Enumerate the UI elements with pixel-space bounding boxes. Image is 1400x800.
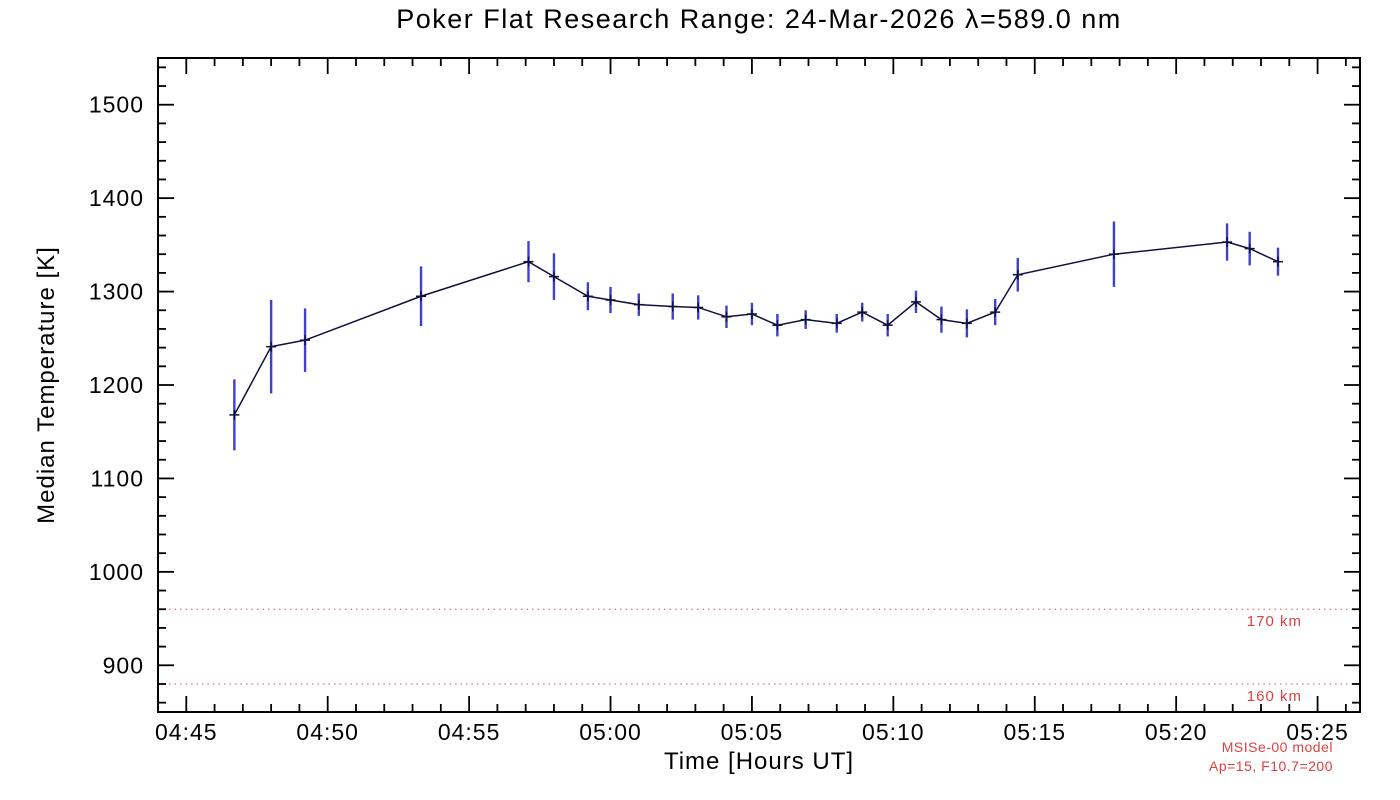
x-tick-label: 04:45 (155, 719, 218, 745)
y-axis-ticks (159, 66, 1359, 704)
x-axis-label: Time [Hours UT] (663, 748, 855, 775)
reference-line-label: 170 km (1247, 613, 1302, 630)
y-tick-label: 1000 (89, 559, 144, 585)
x-axis-tick-labels: 04:45 04:50 04:55 05:00 05:05 05:10 05:15 05:20… (155, 719, 1349, 745)
y-tick-label: 1400 (89, 185, 144, 211)
reference-line-label: 160 km (1247, 688, 1302, 705)
y-axis-tick-labels: 900 1000 1100 1200 1300 1400 1500 (89, 92, 144, 679)
plot-border (157, 57, 1361, 713)
x-tick-label: 05:25 (1286, 719, 1349, 745)
x-axis-ticks (157, 59, 1347, 711)
x-tick-label: 05:00 (579, 719, 642, 745)
model-annotation-line2: Ap=15, F10.7=200 (1209, 757, 1333, 774)
data-markers (229, 237, 1283, 420)
y-tick-label: 1100 (91, 465, 144, 491)
x-tick-label: 05:05 (721, 719, 784, 745)
model-annotation-line1: MSISe-00 model (1221, 739, 1333, 755)
chart-title: Poker Flat Research Range: 24-Mar-2026 λ… (396, 4, 1122, 34)
y-tick-label: 1200 (89, 372, 144, 398)
x-tick-label: 04:50 (296, 719, 359, 745)
x-tick-label: 05:10 (862, 719, 925, 745)
error-bars (233, 221, 1280, 451)
x-tick-label: 05:15 (1003, 719, 1066, 745)
y-tick-label: 900 (103, 652, 144, 678)
y-tick-label: 1500 (89, 92, 144, 118)
temperature-line (233, 241, 1279, 416)
model-annotation: MSISe-00 model Ap=15, F10.7=200 (1209, 738, 1333, 776)
reference-lines: 170 km 160 km (158, 608, 1360, 705)
x-tick-label: 05:20 (1145, 719, 1208, 745)
x-tick-label: 04:55 (438, 719, 501, 745)
y-tick-label: 1300 (89, 279, 144, 305)
